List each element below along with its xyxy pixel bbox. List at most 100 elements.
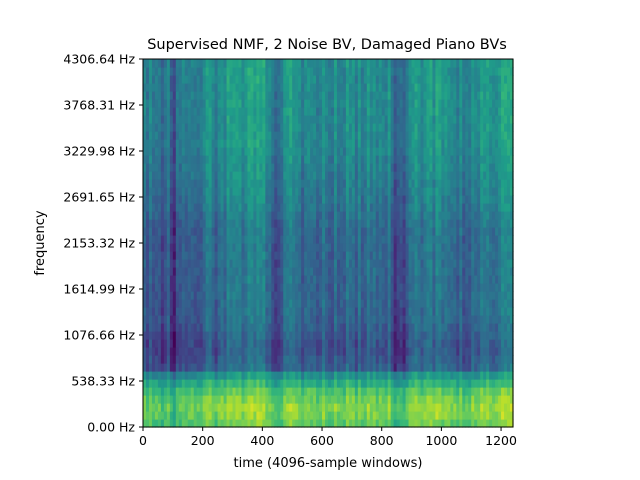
heatmap-cell bbox=[298, 403, 302, 412]
heatmap-cell bbox=[223, 419, 228, 428]
heatmap-cell bbox=[184, 251, 189, 260]
heatmap-cell bbox=[414, 363, 419, 372]
heatmap-cell bbox=[426, 251, 431, 260]
heatmap-cell bbox=[187, 203, 192, 212]
heatmap-cell bbox=[286, 259, 290, 268]
heatmap-cell bbox=[330, 251, 335, 260]
heatmap-cell bbox=[480, 243, 484, 252]
heatmap-cell bbox=[283, 211, 287, 220]
heatmap-cell bbox=[339, 203, 344, 212]
heatmap-cell bbox=[292, 107, 296, 116]
heatmap-cell bbox=[462, 139, 466, 148]
heatmap-cell bbox=[486, 387, 490, 396]
heatmap-cell bbox=[274, 355, 278, 364]
heatmap-cell bbox=[292, 379, 296, 388]
heatmap-cell bbox=[426, 211, 431, 220]
heatmap-cell bbox=[202, 403, 207, 412]
heatmap-cell bbox=[223, 123, 228, 132]
heatmap-cell bbox=[351, 315, 356, 324]
heatmap-cell bbox=[462, 291, 466, 300]
heatmap-cell bbox=[247, 419, 252, 428]
heatmap-cell bbox=[456, 283, 460, 292]
heatmap-cell bbox=[178, 187, 183, 196]
heatmap-cell bbox=[411, 115, 416, 124]
heatmap-cell bbox=[250, 179, 254, 188]
heatmap-cell bbox=[301, 299, 305, 308]
heatmap-cell bbox=[360, 347, 365, 356]
heatmap-cell bbox=[160, 387, 165, 396]
heatmap-cell bbox=[295, 291, 299, 300]
heatmap-cell bbox=[151, 315, 156, 324]
heatmap-cell bbox=[492, 107, 496, 116]
heatmap-cell bbox=[432, 171, 437, 180]
heatmap-cell bbox=[226, 291, 231, 300]
heatmap-cell bbox=[202, 291, 207, 300]
heatmap-cell bbox=[477, 283, 481, 292]
heatmap-cell bbox=[414, 179, 419, 188]
heatmap-cell bbox=[271, 131, 275, 140]
heatmap-cell bbox=[363, 259, 368, 268]
heatmap-cell bbox=[205, 187, 210, 196]
heatmap-cell bbox=[295, 379, 299, 388]
heatmap-cell bbox=[387, 171, 392, 180]
heatmap-cell bbox=[474, 131, 478, 140]
heatmap-cell bbox=[307, 363, 311, 372]
heatmap-cell bbox=[441, 371, 445, 380]
heatmap-cell bbox=[414, 411, 419, 420]
heatmap-cell bbox=[501, 131, 505, 140]
heatmap-cell bbox=[393, 107, 398, 116]
heatmap-cell bbox=[492, 155, 496, 164]
heatmap-cell bbox=[328, 123, 332, 132]
heatmap-cell bbox=[238, 355, 243, 364]
heatmap-cell bbox=[223, 323, 228, 332]
heatmap-cell bbox=[217, 243, 222, 252]
heatmap-cell bbox=[393, 123, 398, 132]
heatmap-cell bbox=[336, 411, 341, 420]
heatmap-cell bbox=[420, 331, 425, 340]
heatmap-cell bbox=[495, 347, 499, 356]
heatmap-cell bbox=[190, 203, 195, 212]
heatmap-cell bbox=[426, 219, 431, 228]
heatmap-cell bbox=[435, 123, 439, 132]
heatmap-cell bbox=[354, 395, 359, 404]
heatmap-cell bbox=[157, 147, 162, 156]
heatmap-cell bbox=[363, 363, 368, 372]
heatmap-cell bbox=[199, 139, 204, 148]
heatmap-cell bbox=[226, 379, 231, 388]
heatmap-cell bbox=[465, 363, 469, 372]
heatmap-cell bbox=[495, 363, 499, 372]
heatmap-cell bbox=[229, 299, 234, 308]
heatmap-cell bbox=[172, 419, 177, 428]
heatmap-cell bbox=[196, 139, 201, 148]
heatmap-cell bbox=[181, 291, 186, 300]
heatmap-cell bbox=[169, 347, 174, 356]
heatmap-cell bbox=[348, 107, 353, 116]
heatmap-cell bbox=[507, 179, 511, 188]
heatmap-cell bbox=[187, 171, 192, 180]
heatmap-cell bbox=[181, 99, 186, 108]
heatmap-cell bbox=[271, 211, 275, 220]
heatmap-cell bbox=[325, 227, 329, 236]
heatmap-cell bbox=[432, 387, 437, 396]
heatmap-cell bbox=[304, 331, 308, 340]
heatmap-cell bbox=[399, 251, 404, 260]
heatmap-cell bbox=[477, 275, 481, 284]
heatmap-cell bbox=[157, 315, 162, 324]
heatmap-cell bbox=[450, 227, 454, 236]
heatmap-cell bbox=[453, 163, 457, 172]
heatmap-cell bbox=[256, 219, 260, 228]
heatmap-cell bbox=[378, 123, 383, 132]
heatmap-cell bbox=[304, 195, 308, 204]
heatmap-cell bbox=[160, 131, 165, 140]
heatmap-cell bbox=[325, 171, 329, 180]
heatmap-cell bbox=[390, 243, 395, 252]
heatmap-cell bbox=[202, 251, 207, 260]
heatmap-cell bbox=[387, 155, 392, 164]
heatmap-cell bbox=[238, 291, 243, 300]
heatmap-cell bbox=[441, 235, 445, 244]
heatmap-cell bbox=[235, 387, 240, 396]
heatmap-cell bbox=[190, 339, 195, 348]
heatmap-cell bbox=[414, 219, 419, 228]
heatmap-cell bbox=[322, 395, 326, 404]
heatmap-cell bbox=[339, 131, 344, 140]
